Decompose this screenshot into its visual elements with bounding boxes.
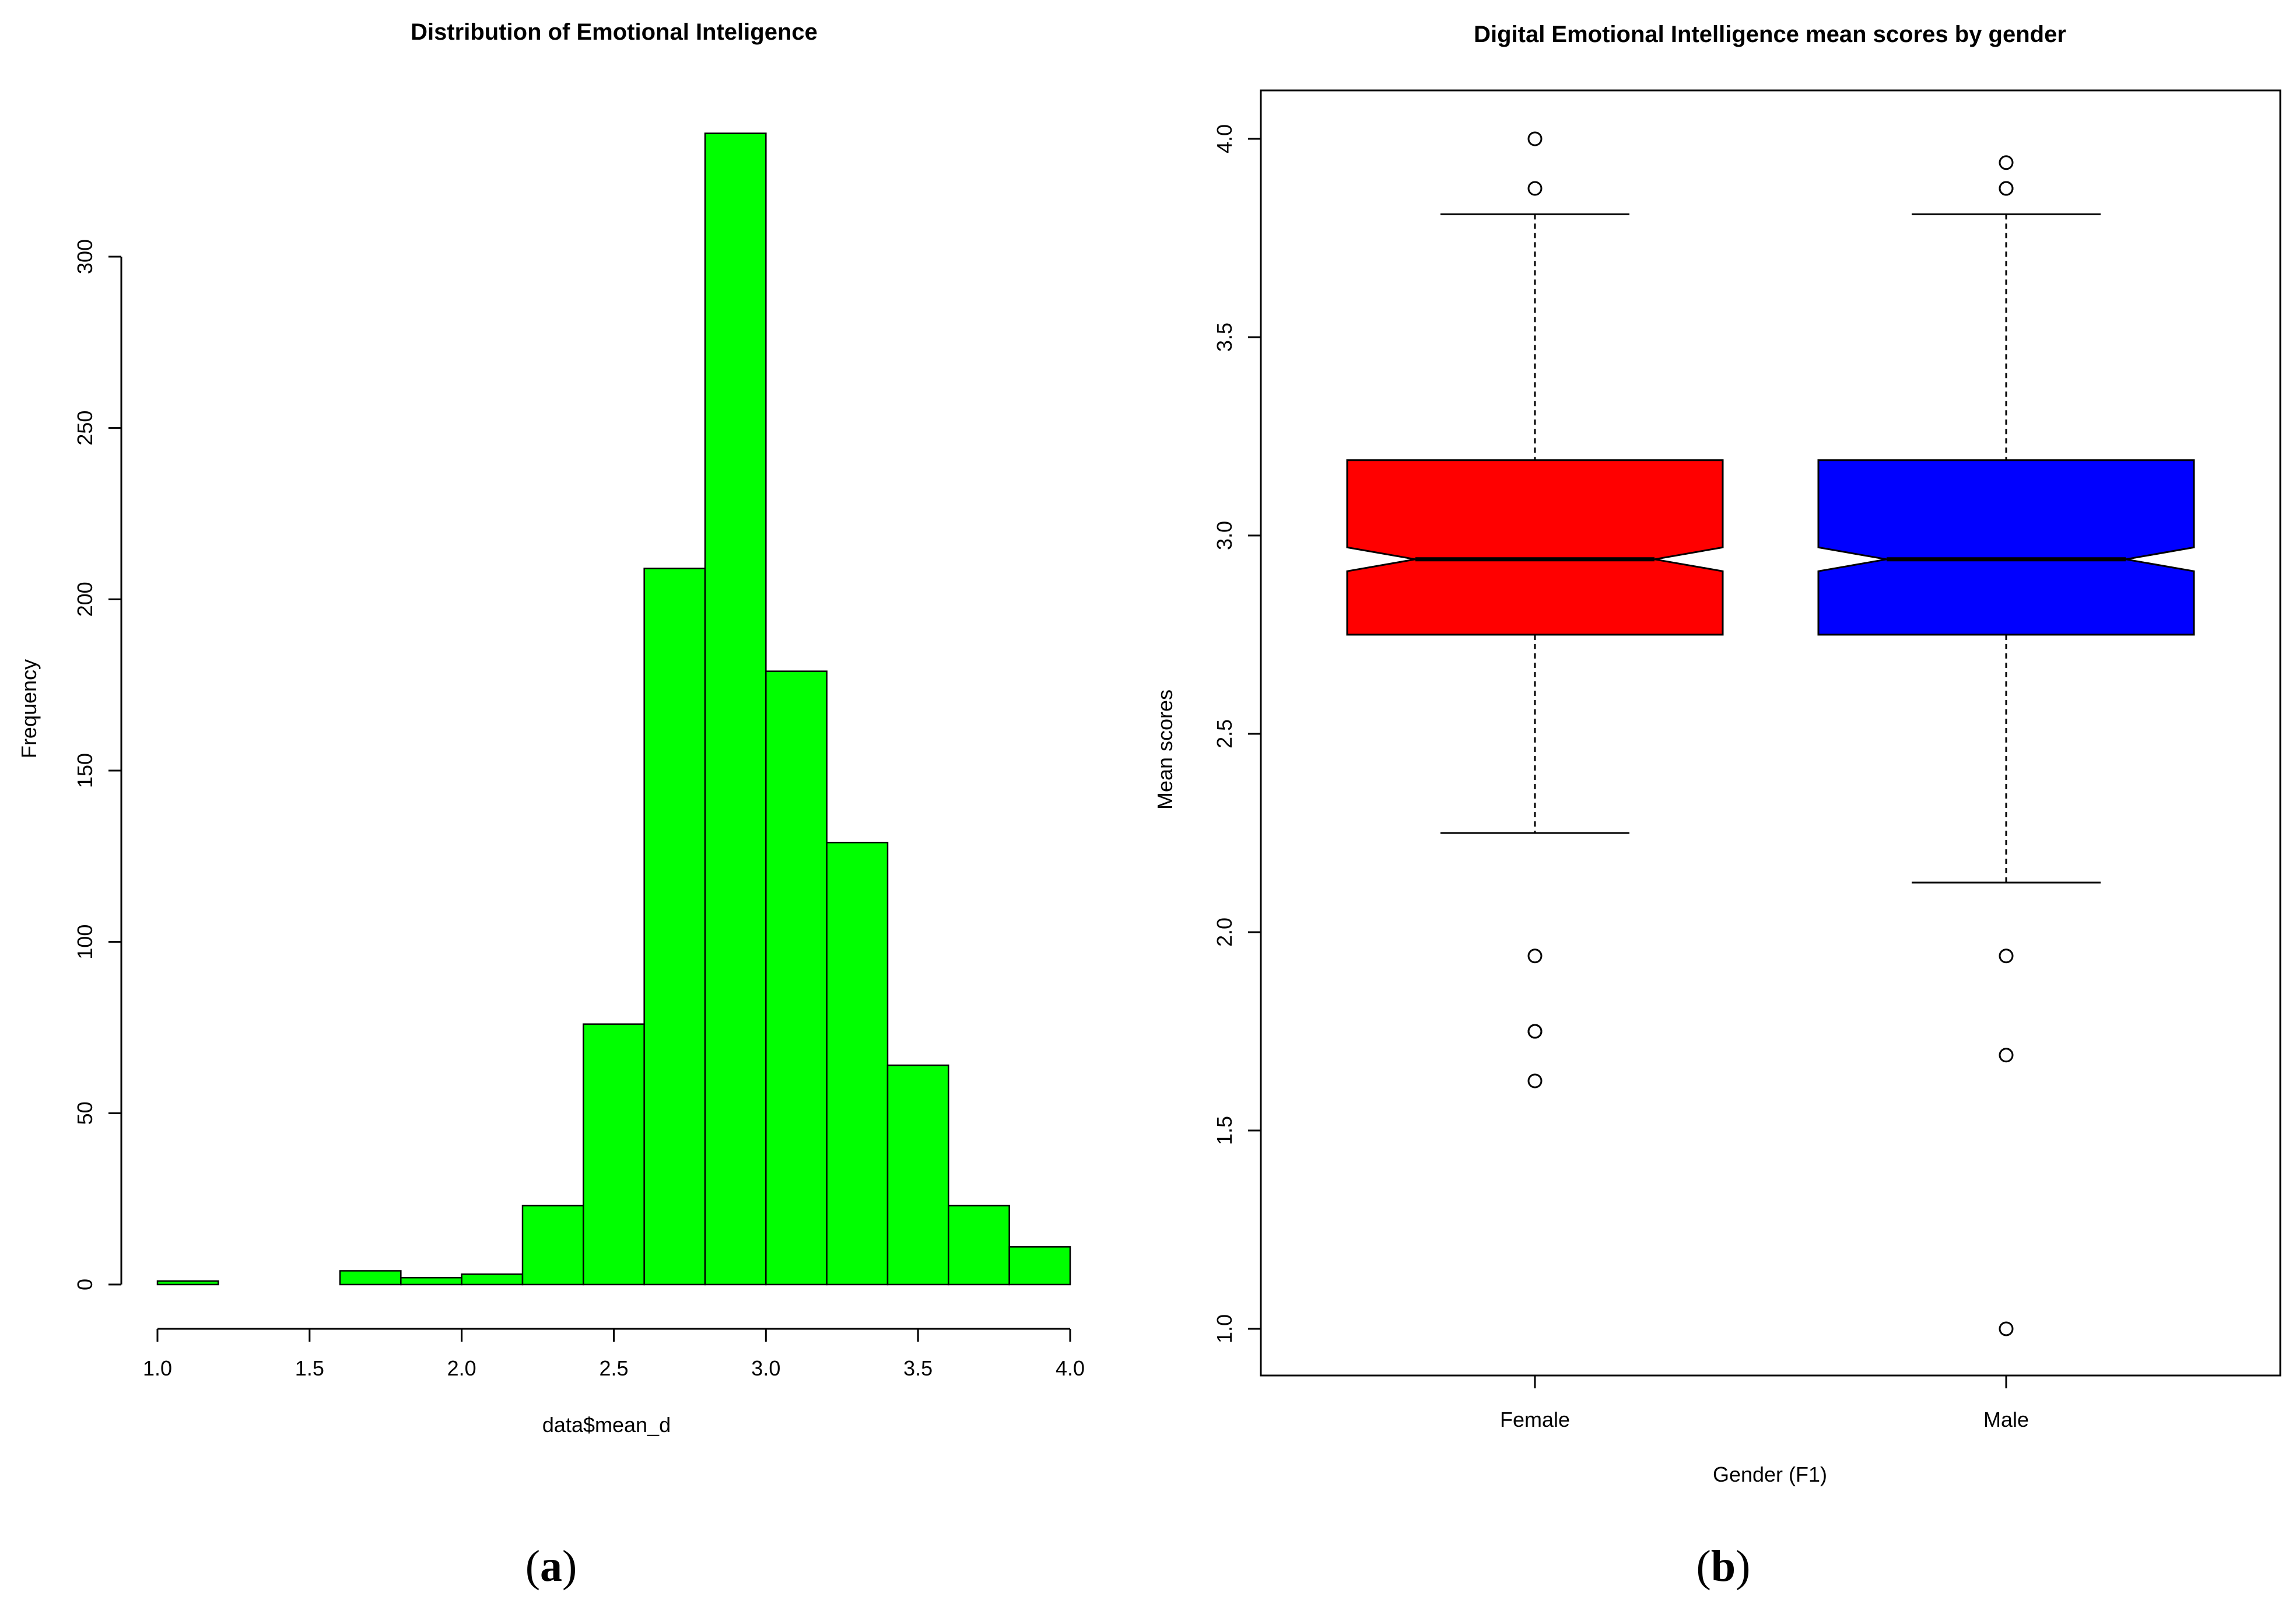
histogram-x-tick-label: 1.5 [295,1356,324,1380]
histogram-bar [948,1205,1010,1286]
histogram-y-tick-label: 0 [73,1279,97,1290]
boxplot-outlier [1527,949,1543,964]
boxplot-outlier [1999,155,2014,170]
histogram-bar [826,842,889,1286]
boxplot-outlier [1527,181,1543,196]
histogram-x-tick-label: 1.0 [143,1356,172,1380]
histogram-bar [521,1205,584,1286]
histogram-bar [886,1064,949,1286]
histogram-y-tick-label: 200 [73,582,97,617]
histogram-bar [704,132,767,1286]
panel-label-b: (b) [1696,1542,1751,1591]
boxplot-box [1817,459,2195,636]
histogram-title: Distribution of Emotional Inteligence [411,19,818,45]
boxplot-y-tick-label: 4.0 [1212,124,1236,153]
histogram-y-tick-label: 100 [73,925,97,960]
histogram-x-axis-label: data$mean_d [542,1413,671,1437]
histogram-y-tick-label: 300 [73,239,97,274]
boxplot-outlier [1999,1048,2014,1063]
histogram-bar [400,1277,462,1286]
boxplot-x-axis-label: Gender (F1) [1713,1462,1827,1486]
histogram-x-tick-label: 3.5 [903,1356,933,1380]
boxplot-x-ticks: Female Male [1500,1376,2029,1432]
boxplot-outlier [1999,181,2014,196]
histogram-y-tick-label: 50 [73,1101,97,1125]
boxplot-y-tick-label: 2.0 [1212,918,1236,947]
boxplot-x-tick-label: Female [1500,1408,1570,1432]
histogram-y-axis-label: Frequency [17,659,41,758]
boxplot-y-tick-label: 1.5 [1212,1116,1236,1145]
boxplot-outlier [1999,1321,2014,1336]
histogram-y-tick-label: 150 [73,753,97,788]
histogram-bar [765,670,828,1286]
histogram-bar [461,1273,524,1286]
boxplot-y-tick-label: 2.5 [1212,719,1236,748]
boxplot-y-tick-label: 1.0 [1212,1314,1236,1343]
boxplot-group-male [1817,155,2195,1336]
boxplot-outlier [1527,131,1543,146]
boxplot-y-tick-label: 3.5 [1212,323,1236,352]
boxplot-title: Digital Emotional Intelligence mean scor… [1474,22,2066,47]
histogram-bar [643,568,706,1286]
boxplot-y-axis: 1.0 1.5 2.0 2.5 3.0 3.5 4.0 [1212,124,1262,1343]
histogram-x-tick-label: 2.0 [447,1356,476,1380]
boxplot-group-female [1346,131,1724,1088]
boxplot-outlier [1527,1024,1543,1039]
boxplot-outlier [1999,949,2014,964]
histogram-y-axis: 0 50 100 150 200 250 300 [73,239,122,1290]
boxplot-panel: Digital Emotional Intelligence mean scor… [1153,22,2281,1591]
boxplot-box [1346,459,1724,636]
histogram-y-tick-label: 250 [73,411,97,446]
histogram-x-axis: 1.0 1.5 2.0 2.5 3.0 3.5 4.0 [143,1328,1085,1380]
histogram-bar [1008,1246,1071,1286]
histogram-bars [156,132,1071,1286]
boxplot-groups [1346,131,2195,1336]
boxplot-x-tick-label: Male [1983,1408,2029,1432]
histogram-x-tick-label: 3.0 [751,1356,780,1380]
histogram-y-ticks: 0 50 100 150 200 250 300 [73,239,121,1290]
panel-label-a: (a) [525,1542,577,1591]
histogram-panel: Distribution of Emotional Inteligence 1.… [17,19,1085,1591]
histogram-x-tick-label: 2.5 [599,1356,628,1380]
histogram-x-ticks: 1.0 1.5 2.0 2.5 3.0 3.5 4.0 [143,1329,1085,1380]
boxplot-y-ticks: 1.0 1.5 2.0 2.5 3.0 3.5 4.0 [1212,124,1261,1343]
histogram-bar [156,1280,219,1286]
histogram-bar [583,1023,645,1286]
boxplot-y-axis-label: Mean scores [1153,690,1177,810]
boxplot-y-tick-label: 3.0 [1212,521,1236,550]
histogram-x-tick-label: 4.0 [1056,1356,1085,1380]
histogram-bar [339,1270,402,1286]
boxplot-outlier [1527,1073,1543,1088]
